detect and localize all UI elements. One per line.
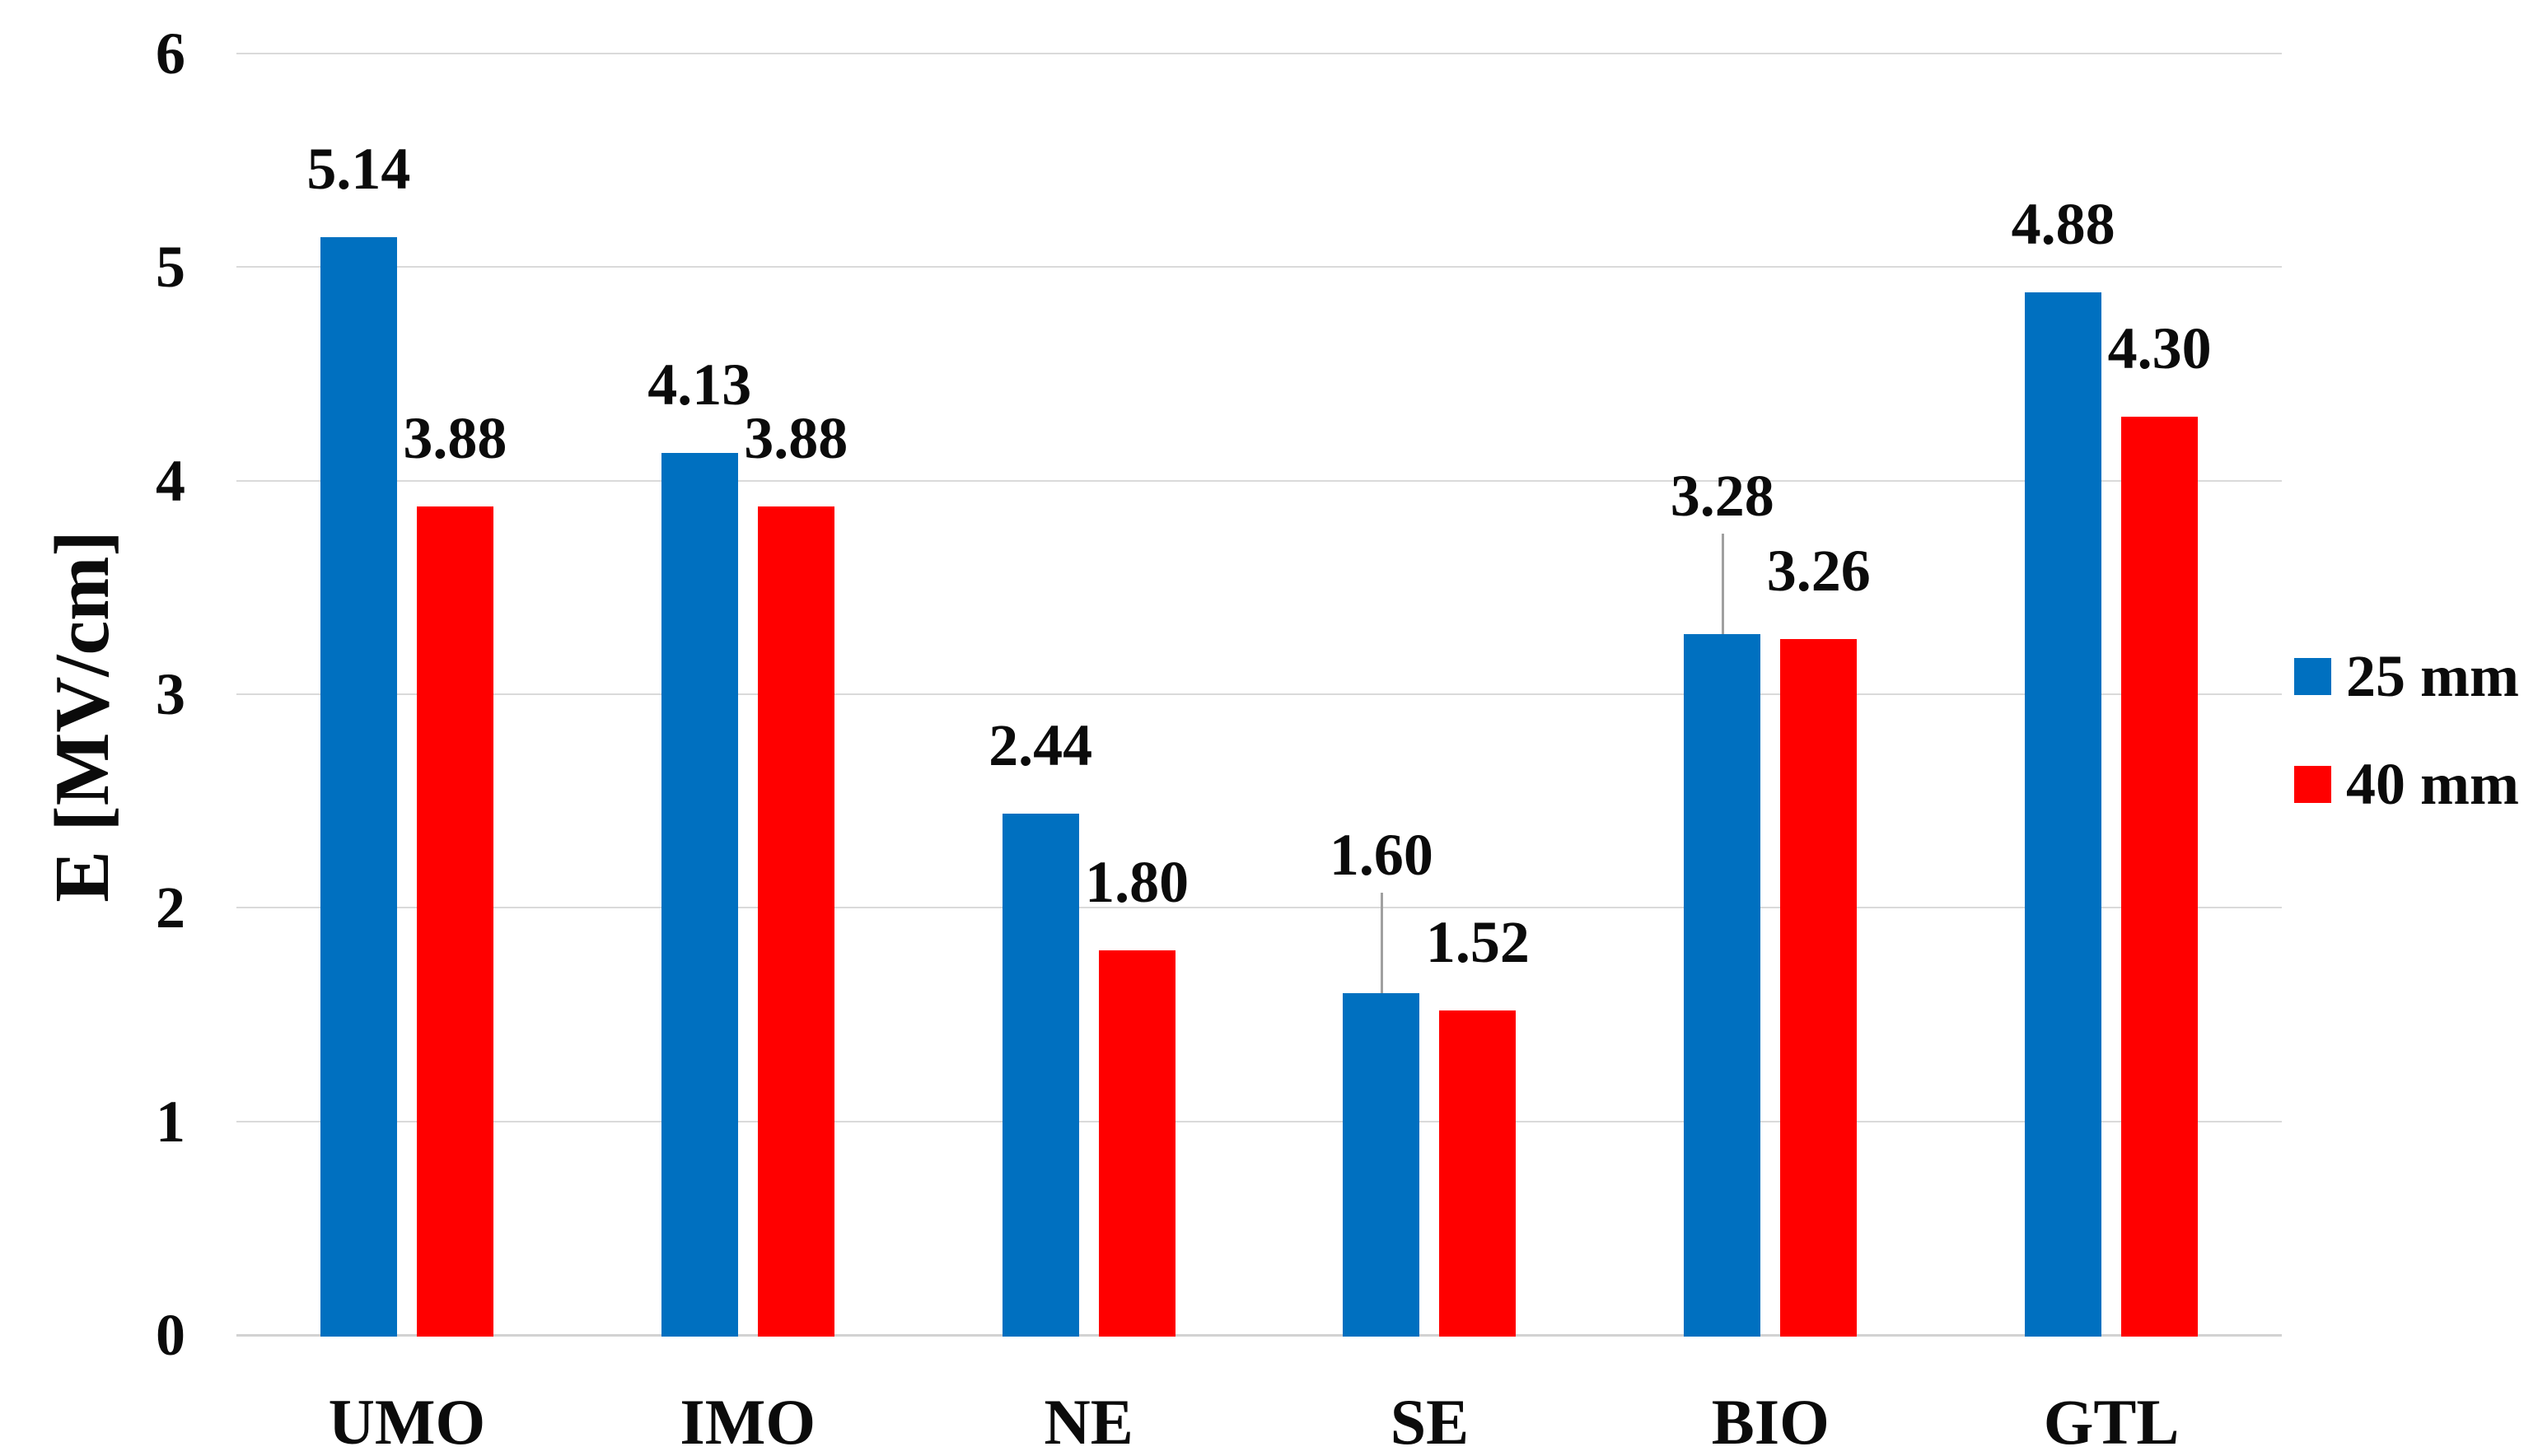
bar-40mm-UMO: [416, 506, 493, 1337]
category-label-NE: NE: [1044, 1386, 1133, 1456]
data-label-40mm-NE: 1.80: [1085, 849, 1190, 916]
bar-25mm-BIO: [1684, 634, 1761, 1337]
data-label-40mm-SE: 1.52: [1425, 908, 1530, 975]
category-label-IMO: IMO: [680, 1386, 816, 1456]
bar-40mm-NE: [1098, 950, 1176, 1337]
bar-25mm-UMO: [320, 237, 397, 1337]
gridline-5: [236, 266, 2282, 268]
bar-25mm-IMO: [661, 452, 738, 1337]
legend-entry-40mm: 40 mm: [2294, 751, 2519, 817]
data-label-25mm-UMO: 5.14: [306, 136, 411, 203]
bar-40mm-IMO: [757, 506, 834, 1337]
y-tick-label-6: 6: [156, 21, 185, 86]
y-tick-label-1: 1: [156, 1088, 185, 1155]
legend-swatch-25mm-icon: [2294, 657, 2331, 695]
y-tick-label-3: 3: [156, 661, 185, 727]
y-tick-label-4: 4: [156, 447, 185, 514]
data-label-25mm-SE: 1.60: [1329, 822, 1433, 889]
legend-entry-25mm: 25 mm: [2294, 643, 2519, 709]
bar-40mm-GTL: [2121, 416, 2199, 1337]
gridline-2: [236, 907, 2282, 909]
data-label-40mm-GTL: 4.30: [2107, 315, 2212, 381]
leader-line-BIO: [1721, 534, 1724, 635]
bar-40mm-SE: [1439, 1010, 1517, 1337]
bar-40mm-BIO: [1780, 638, 1858, 1337]
data-label-25mm-GTL: 4.88: [2011, 191, 2115, 258]
gridline-4: [236, 479, 2282, 482]
category-label-UMO: UMO: [328, 1386, 486, 1456]
legend: 25 mm 40 mm: [2294, 643, 2519, 861]
data-label-40mm-UMO: 3.88: [403, 404, 507, 471]
data-label-25mm-NE: 2.44: [989, 712, 1093, 779]
legend-swatch-40mm-icon: [2294, 765, 2331, 803]
bar-25mm-GTL: [2025, 292, 2102, 1337]
category-label-GTL: GTL: [2043, 1386, 2180, 1456]
gridline-1: [236, 1120, 2282, 1122]
data-label-40mm-BIO: 3.26: [1766, 537, 1871, 604]
gridline-0: [236, 1334, 2282, 1337]
data-label-25mm-IMO: 4.13: [647, 351, 752, 418]
legend-label-25mm: 25 mm: [2346, 642, 2519, 709]
y-tick-label-5: 5: [156, 234, 185, 301]
gridline-6: [236, 53, 2282, 54]
data-label-40mm-IMO: 3.88: [744, 404, 848, 471]
leader-line-SE: [1380, 893, 1383, 994]
bar-25mm-NE: [1002, 814, 1079, 1337]
category-label-BIO: BIO: [1711, 1386, 1830, 1456]
data-label-25mm-BIO: 3.28: [1670, 463, 1774, 530]
y-tick-label-0: 0: [156, 1302, 185, 1368]
gridline-3: [236, 693, 2282, 695]
category-label-SE: SE: [1390, 1386, 1470, 1456]
y-tick-label-2: 2: [156, 875, 185, 941]
legend-label-40mm: 40 mm: [2346, 750, 2519, 817]
bar-25mm-SE: [1343, 993, 1420, 1337]
